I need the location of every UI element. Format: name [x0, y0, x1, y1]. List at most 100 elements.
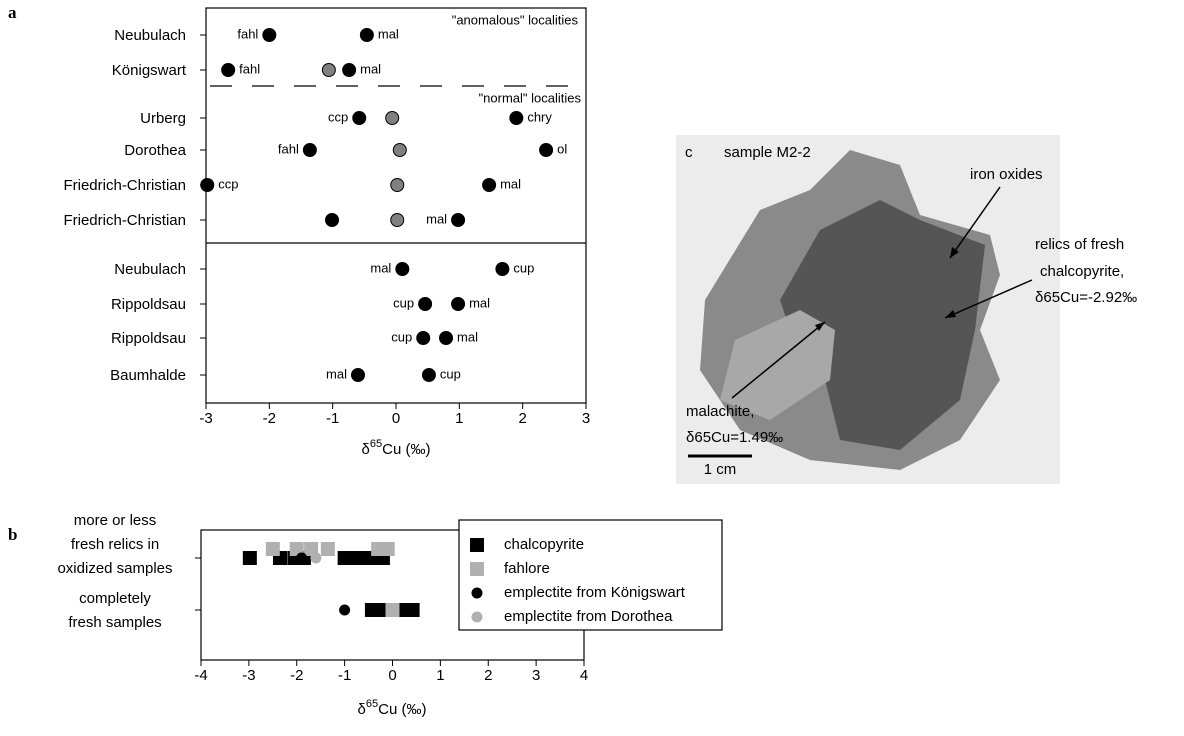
- data-point: [326, 214, 339, 227]
- data-point: [201, 179, 214, 192]
- x-tick-label: -2: [263, 410, 276, 427]
- data-point: [263, 29, 276, 42]
- category-label: completely: [79, 590, 151, 607]
- x-tick-label: 1: [436, 667, 444, 684]
- x-label-rest: Cu (‰): [378, 701, 426, 718]
- point-label: ccp: [218, 176, 238, 191]
- row-label: Friedrich-Christian: [63, 177, 186, 194]
- scale-label: 1 cm: [704, 461, 737, 478]
- x-tick-label: -3: [199, 410, 212, 427]
- data-point: [381, 542, 395, 556]
- legend-label: emplectite from Dorothea: [504, 608, 673, 625]
- data-point: [353, 112, 366, 125]
- data-point: [222, 64, 235, 77]
- data-point: [374, 603, 388, 617]
- point-label: mal: [426, 211, 447, 226]
- data-point: [322, 64, 335, 77]
- panel-label: b: [8, 525, 17, 544]
- data-point: [452, 214, 465, 227]
- data-point: [243, 551, 257, 565]
- row-label: Neubulach: [114, 261, 186, 278]
- x-axis-label: δ65Cu (‰): [362, 438, 431, 458]
- x-tick-label: -1: [338, 667, 351, 684]
- point-label: mal: [370, 260, 391, 275]
- legend-marker: [470, 538, 484, 552]
- x-tick-label: -2: [290, 667, 303, 684]
- legend-label: fahlore: [504, 560, 550, 577]
- data-point: [417, 332, 430, 345]
- point-label: mal: [469, 295, 490, 310]
- x-tick-label: 0: [388, 667, 396, 684]
- x-label-sup: 65: [370, 438, 382, 450]
- annotation: "normal" localities: [479, 90, 582, 105]
- photo-label: iron oxides: [970, 166, 1043, 183]
- x-tick-label: 0: [392, 410, 400, 427]
- photo: c sample M2-2 iron oxides relics of fres…: [676, 135, 1137, 484]
- panel-label: c: [685, 144, 693, 161]
- legend-marker: [472, 588, 483, 599]
- data-point: [419, 298, 432, 311]
- x-tick-label: 4: [580, 667, 588, 684]
- point-label: chry: [527, 109, 552, 124]
- point-label: mal: [378, 26, 399, 41]
- legend-marker: [472, 612, 483, 623]
- figure: a "anomalous" localities "normal" locali…: [0, 0, 1184, 736]
- data-point: [391, 179, 404, 192]
- data-point: [510, 112, 523, 125]
- row-label: Baumhalde: [110, 367, 186, 384]
- data-point: [310, 553, 321, 564]
- data-point: [352, 369, 365, 382]
- x-label-symbol: δ: [358, 701, 366, 718]
- data-point: [386, 603, 400, 617]
- photo-label: chalcopyrite,: [1040, 263, 1124, 280]
- legend-marker: [470, 562, 484, 576]
- x-label-symbol: δ: [362, 441, 370, 458]
- row-label: Dorothea: [124, 142, 186, 159]
- x-label-sup: 65: [366, 698, 378, 710]
- category-label: more or less: [74, 512, 157, 529]
- data-point: [339, 605, 350, 616]
- annotation: "anomalous" localities: [452, 12, 579, 27]
- point-label: mal: [500, 176, 521, 191]
- data-point: [496, 263, 509, 276]
- row-label: Rippoldsau: [111, 296, 186, 313]
- data-point: [391, 214, 404, 227]
- photo-label: δ65Cu=-2.92‰: [1035, 289, 1137, 306]
- row-label: Neubulach: [114, 27, 186, 44]
- data-point: [452, 298, 465, 311]
- panel-label: a: [8, 3, 17, 22]
- point-label: ol: [557, 141, 567, 156]
- photo-label: relics of fresh: [1035, 236, 1124, 253]
- x-tick-label: -4: [194, 667, 207, 684]
- x-tick-label: 2: [484, 667, 492, 684]
- category-label: fresh relics in: [71, 536, 159, 553]
- point-label: cup: [393, 295, 414, 310]
- x-tick-label: 2: [518, 410, 526, 427]
- point-label: cup: [440, 366, 461, 381]
- photo-label: δ65Cu=1.49‰: [686, 429, 783, 446]
- data-point: [396, 263, 409, 276]
- photo-label: malachite,: [686, 403, 754, 420]
- point-label: fahl: [237, 26, 258, 41]
- data-point: [406, 603, 420, 617]
- data-point: [483, 179, 496, 192]
- row-label: Urberg: [140, 110, 186, 127]
- row-label: Königswart: [112, 62, 187, 79]
- point-label: mal: [360, 61, 381, 76]
- x-label-rest: Cu (‰): [382, 441, 430, 458]
- category-label: fresh samples: [68, 614, 161, 631]
- x-tick-label: 1: [455, 410, 463, 427]
- x-tick-label: -1: [326, 410, 339, 427]
- data-point: [386, 112, 399, 125]
- x-tick-label: 3: [532, 667, 540, 684]
- point-label: ccp: [328, 109, 348, 124]
- data-point: [303, 144, 316, 157]
- data-point: [360, 29, 373, 42]
- legend-label: chalcopyrite: [504, 536, 584, 553]
- page: a "anomalous" localities "normal" locali…: [0, 0, 1184, 736]
- photo-title: sample M2-2: [724, 144, 811, 161]
- point-label: cup: [391, 329, 412, 344]
- category-label: oxidized samples: [57, 560, 172, 577]
- x-axis-label: δ65Cu (‰): [358, 698, 427, 718]
- x-tick-label: 3: [582, 410, 590, 427]
